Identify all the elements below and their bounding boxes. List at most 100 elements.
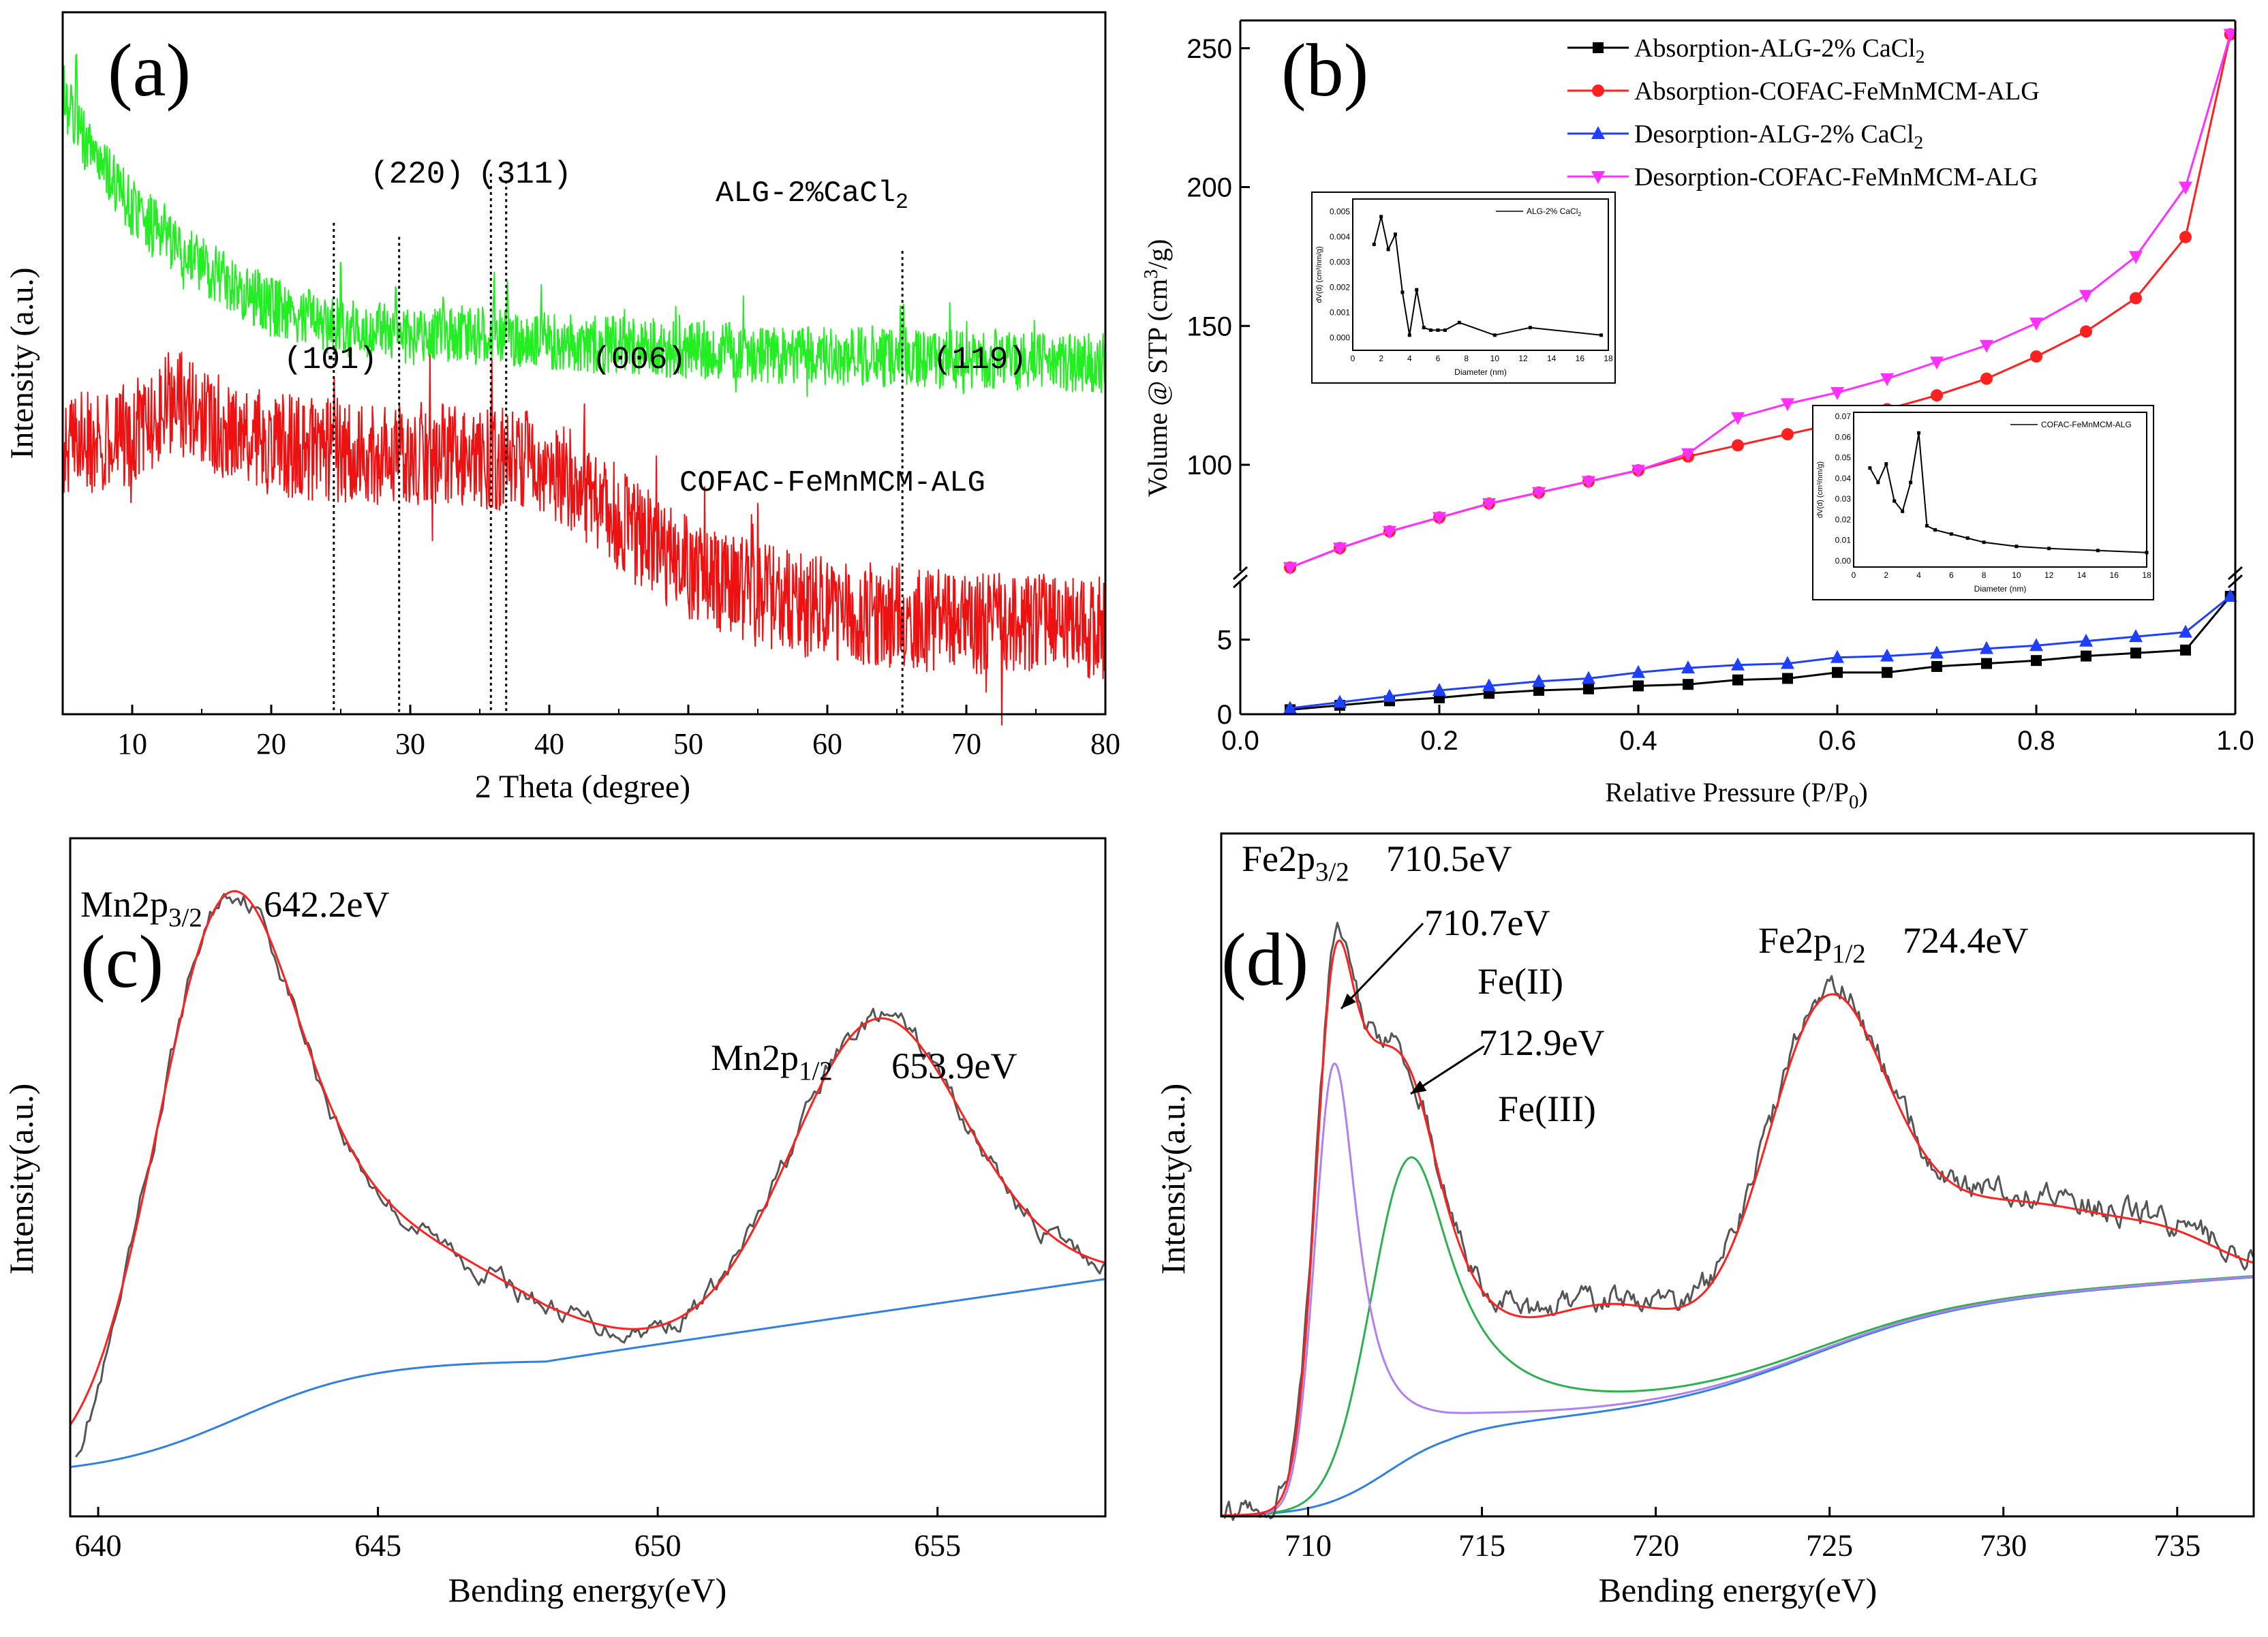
inset-x-tick-label: 14 — [2077, 570, 2087, 580]
hkl-annotation: (119) — [933, 342, 1027, 378]
y-tick-label: 200 — [1186, 173, 1232, 203]
panel-label-b: (b) — [1281, 29, 1368, 112]
inset-point — [1394, 232, 1397, 236]
data-point — [2129, 251, 2143, 264]
plot-frame-d — [1220, 832, 2255, 1518]
data-point — [2179, 181, 2192, 195]
panel-label-a: (a) — [108, 29, 191, 112]
inset-x-tick-label: 2 — [1379, 354, 1383, 363]
inset-point — [1949, 532, 1953, 536]
inset-y-tick-label: 0.002 — [1330, 283, 1350, 292]
data-point — [2030, 350, 2042, 363]
data-point — [1633, 680, 1644, 692]
inset-y-tick-label: 0.004 — [1330, 232, 1350, 242]
data-point — [1582, 671, 1595, 684]
inset-x-tick-label: 0 — [1852, 570, 1856, 580]
legend-entry: Absorption-COFAC-FeMnMCM-ALG — [1634, 77, 2040, 106]
plot-frame-a — [61, 11, 1107, 716]
x-tick-label: 640 — [75, 1528, 122, 1563]
inset-legend: ALG-2% CaCl2 — [1527, 206, 1581, 217]
legend-entry: Absorption-ALG-2% CaCl2 — [1634, 34, 1925, 67]
annotation-arrow — [1340, 922, 1424, 1010]
inset-y-tick-label: 0.01 — [1835, 536, 1852, 545]
peak-label: Mn2p1/2 — [711, 1037, 833, 1086]
x-tick-label: 10 — [117, 727, 147, 761]
inset-point — [1868, 466, 1872, 470]
x-axis-title-d: Bending energy(eV) — [1599, 1571, 1878, 1609]
x-tick-label: 0.2 — [1420, 726, 1458, 756]
data-point — [1731, 657, 1745, 671]
inset-2: 0 2 4 6 8 10 12 14 16 18 0.00 0.01 0.02 0.03 0.04 0.05 0… — [1812, 405, 2154, 600]
data-point — [2029, 318, 2043, 331]
x-tick-label: 0.8 — [2017, 726, 2055, 756]
x-tick-label: 0.4 — [1619, 726, 1657, 756]
inset-1: 0 2 4 6 8 10 12 14 16 18 0.000 0.001 0.002 0.003 0.004… — [1311, 192, 1616, 384]
y-axis-title-d: Intensity(a.u.) — [1154, 1084, 1192, 1274]
data-point — [2029, 638, 2043, 652]
y-tick-label: 100 — [1186, 450, 1232, 480]
xps-fit-d — [1221, 939, 2254, 1517]
inset-plot-frame — [1352, 198, 1609, 351]
bet-series — [1285, 591, 2236, 716]
data-point — [2223, 589, 2237, 602]
x-tick-label: 715 — [1458, 1528, 1505, 1563]
data-point — [1832, 667, 1843, 678]
inset-point — [1429, 328, 1433, 332]
data-point — [2180, 644, 2191, 656]
data-point — [1683, 679, 1694, 690]
x-axis-title-b: Relative Pressure (P/P0) — [1605, 777, 1867, 813]
inset-point — [1422, 326, 1426, 330]
peak-label: Fe2p1/2 — [1758, 920, 1866, 968]
x-tick-label: 0.0 — [1221, 726, 1259, 756]
data-point — [1383, 688, 1396, 702]
peak-value: 642.2eV — [264, 884, 389, 925]
data-point — [1583, 683, 1594, 694]
x-axis-title-c: Bending energy(eV) — [448, 1571, 727, 1609]
data-point — [1592, 85, 1604, 97]
inset-y-tick-label: 0.02 — [1835, 515, 1852, 524]
x-tick-label: 20 — [256, 727, 286, 761]
x-tick-label: 655 — [914, 1528, 961, 1563]
inset-point — [1884, 462, 1888, 466]
inset-y-tick-label: 0.003 — [1330, 258, 1350, 267]
inset-legend: COFAC-FeMnMCM-ALG — [2041, 420, 2132, 429]
data-point — [1532, 673, 1546, 687]
hkl-annotation: (006) — [592, 342, 686, 378]
data-point — [1781, 398, 1794, 412]
data-point — [1591, 171, 1605, 184]
y-tick-label: 5 — [1217, 626, 1232, 656]
arrow-head — [1411, 1080, 1427, 1094]
data-point — [1631, 664, 1645, 678]
inset-x-tick-label: 8 — [1464, 354, 1469, 363]
data-point — [2179, 624, 2192, 638]
series-label-cofac: COFAC-FeMnMCM-ALG — [679, 466, 985, 500]
data-point — [1582, 476, 1595, 489]
peak-value: 724.4eV — [1903, 920, 2028, 961]
legend-entry: Desorption-ALG-2% CaCl2 — [1634, 120, 1923, 153]
x-tick-label: 60 — [812, 727, 842, 761]
inset-x-tick-label: 16 — [2110, 570, 2119, 580]
data-point — [1930, 645, 1944, 659]
data-point — [1830, 387, 1844, 401]
y-tick-label: 0 — [1217, 700, 1232, 730]
inset-point — [1876, 480, 1880, 485]
inset-point — [1982, 540, 1986, 545]
xps-fit-c — [69, 890, 1105, 1426]
x-axis-title-a: 2 Theta (degree) — [475, 769, 690, 805]
inset-x-tick-label: 2 — [1884, 570, 1888, 580]
inset-x-tick-label: 6 — [1949, 570, 1954, 580]
inset-point — [1372, 243, 1376, 247]
data-point — [2129, 629, 2143, 643]
inset-x-tick-label: 10 — [2012, 570, 2021, 580]
inset-point — [1415, 288, 1419, 292]
x-tick-label: 30 — [395, 727, 425, 761]
data-point — [2079, 633, 2093, 647]
data-point — [1931, 389, 1943, 402]
data-point — [1980, 339, 1993, 353]
inset-point — [1386, 247, 1390, 251]
data-point — [1532, 487, 1546, 500]
inset-point — [1443, 328, 1447, 332]
inset-point — [2145, 551, 2149, 555]
data-point — [2079, 290, 2093, 303]
xrd-series-cofac — [62, 352, 1106, 726]
